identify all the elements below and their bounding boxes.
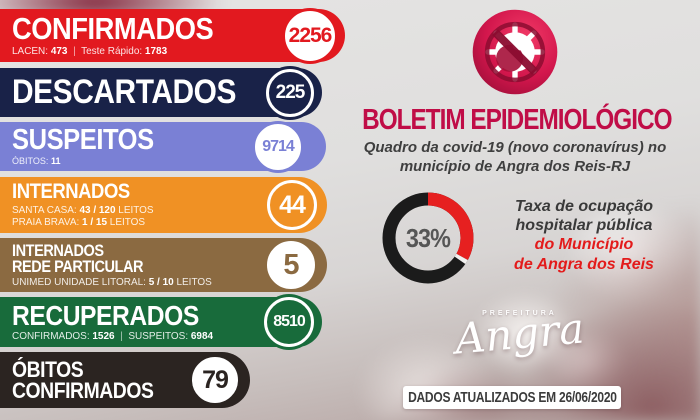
no-virus-icon — [472, 9, 558, 95]
sub-value: 6984 — [190, 330, 214, 343]
stat-bar-recuperados: RECUPERADOS CONFIRMADOS: 1526 | SUSPEITO… — [0, 297, 322, 347]
stat-bar-obitos-confirmados: ÓBITOS CONFIRMADOS 79 — [0, 352, 250, 408]
stat-title: REDE PARTICULAR — [12, 257, 144, 276]
stat-title: ÓBITOS — [12, 356, 84, 382]
stat-badge: 9714 — [252, 120, 304, 173]
stat-bar-internados: INTERNADOS SANTA CASA: 43 / 120 LEITOS P… — [0, 177, 327, 233]
sub-value: 473 — [50, 45, 68, 58]
stat-title: INTERNADOS — [12, 180, 130, 204]
stat-bar-descartados: DESCARTADOS 225 — [0, 68, 322, 117]
stat-bar-internados-rede-particular: INTERNADOS REDE PARTICULAR UNIMED UNIDAD… — [0, 238, 327, 292]
sub-label: Teste Rápido: — [81, 45, 143, 58]
stat-subtext: PRAIA BRAVA: 1 / 15 LEITOS — [12, 216, 154, 228]
stat-subtext: SANTA CASA: 43 / 120 LEITOS — [12, 204, 154, 216]
sub-label: UNIMED UNIDADE LITORAL: — [12, 275, 146, 288]
sub-label: SANTA CASA: — [12, 203, 77, 216]
stat-title: DESCARTADOS — [12, 73, 237, 112]
occupancy-caption-line1: Taxa de ocupação — [514, 198, 654, 215]
update-date-badge: DADOS ATUALIZADOS EM 26/06/2020 — [403, 386, 621, 409]
stat-subtext: LACEN: 473 | Teste Rápido: 1783 — [12, 45, 229, 57]
stat-title: CONFIRMADOS — [12, 10, 214, 46]
sub-suffix: LEITOS — [176, 275, 212, 288]
sub-value: 1526 — [92, 330, 115, 343]
stat-badge: 2256 — [282, 7, 338, 64]
bulletin-subtitle: Quadro da covid-19 (novo coronavírus) no… — [335, 138, 695, 176]
stat-subtext: CONFIRMADOS: 1526 | SUSPEITOS: 6984 — [12, 330, 214, 342]
bulletin-subtitle-line1: Quadro da covid-19 (novo coronavírus) no — [363, 139, 667, 156]
stat-title: RECUPERADOS — [12, 299, 199, 331]
sub-label: PRAIA BRAVA: — [12, 215, 80, 228]
sub-label: CONFIRMADOS: — [12, 330, 90, 343]
logo-prefeitura-text: PREFEITURA — [482, 310, 557, 317]
sub-value: 43 / 120 — [79, 203, 116, 216]
sub-value: 1 / 15 — [82, 215, 108, 228]
stat-badge: 44 — [267, 180, 317, 230]
prefeitura-angra-logo: PREFEITURA Angra — [437, 303, 602, 363]
sub-divider: | — [120, 330, 123, 343]
stat-badge: 8510 — [264, 297, 314, 347]
update-date-text: DADOS ATUALIZADOS EM 26/06/2020 — [407, 389, 617, 406]
stat-bar-confirmados: CONFIRMADOS LACEN: 473 | Teste Rápido: 1… — [0, 7, 345, 64]
occupancy-caption-highlight2: de Angra dos Reis — [514, 255, 654, 273]
sub-value: 11 — [50, 155, 61, 167]
stat-badge: 225 — [266, 68, 314, 117]
sub-divider: | — [73, 45, 76, 58]
stat-title: SUSPEITOS — [12, 124, 154, 157]
occupancy-caption: Taxa de ocupação hospitalar pública do M… — [466, 197, 700, 274]
occupancy-donut-chart — [382, 192, 474, 284]
logo-angra-script: Angra — [452, 303, 587, 364]
sub-value: 1783 — [144, 45, 168, 58]
stat-bar-suspeitos: SUSPEITOS ÓBITOS: 11 9714 — [0, 120, 326, 173]
stat-badge: 5 — [264, 238, 318, 292]
bulletin-subtitle-line2: município de Angra dos Reis-RJ — [399, 158, 631, 176]
sub-label: ÓBITOS: — [12, 155, 49, 167]
bulletin-title: BOLETIM EPIDEMIOLÓGICO — [362, 104, 672, 136]
stat-subtext: UNIMED UNIDADE LITORAL: 5 / 10 LEITOS — [12, 276, 212, 288]
occupancy-caption-line2: hospitalar pública — [515, 217, 653, 235]
sub-label: SUSPEITOS: — [128, 330, 189, 343]
occupancy-caption-highlight1: do Município — [534, 236, 634, 254]
sub-value: 5 / 10 — [148, 275, 174, 288]
stat-subtext: ÓBITOS: 11 — [12, 156, 165, 167]
occupancy-percent-label: 33% — [405, 222, 451, 253]
stat-badge: 79 — [189, 354, 241, 406]
stat-title: CONFIRMADOS — [12, 378, 154, 403]
sub-suffix: LEITOS — [118, 203, 154, 216]
sub-label: LACEN: — [12, 45, 49, 58]
sub-suffix: LEITOS — [109, 215, 146, 228]
stat-title: INTERNADOS — [12, 241, 104, 260]
